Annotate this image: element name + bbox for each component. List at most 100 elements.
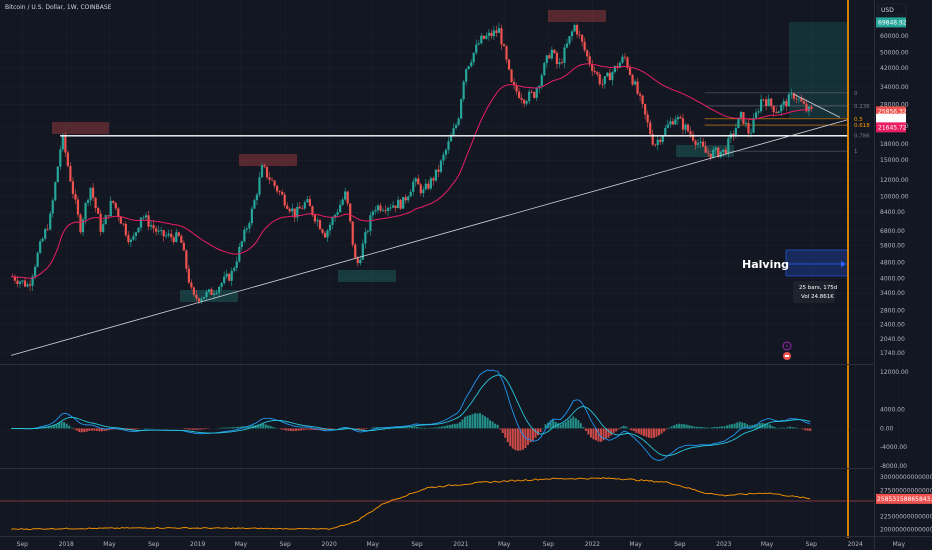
- candle-body: [475, 44, 478, 53]
- candle-body: [777, 111, 780, 114]
- macd-histogram-bar: [766, 423, 769, 429]
- candle-body: [286, 205, 289, 209]
- candle-body: [565, 43, 569, 48]
- macd-histogram-bar: [476, 413, 479, 429]
- time-axis-tick: May: [761, 541, 774, 548]
- dominance-axis-tick: 27500000000000.00: [880, 487, 932, 494]
- macd-histogram-bar: [289, 428, 292, 431]
- halving-arrow-head: [841, 261, 846, 267]
- macd-histogram-bar: [262, 423, 265, 429]
- candle-body: [611, 72, 614, 81]
- macd-histogram-bar: [552, 420, 555, 429]
- fib-level-label: 0: [854, 91, 858, 97]
- candle-body: [165, 235, 168, 237]
- candle-body: [64, 134, 67, 153]
- candle-body: [752, 118, 755, 133]
- price-axis-tick: 8400.00: [880, 209, 905, 216]
- price-tag-label: 23795.03: [878, 116, 907, 123]
- candle-body: [389, 207, 392, 209]
- fib-level-label: 0.5: [854, 117, 863, 123]
- macd-histogram-bar: [267, 425, 270, 429]
- candle-body: [734, 128, 737, 136]
- time-axis-tick: Sep: [543, 541, 555, 548]
- candle-body: [51, 200, 54, 214]
- macd-histogram-bar: [680, 424, 683, 429]
- candle-body: [770, 98, 773, 106]
- currency-label: USD: [881, 7, 894, 14]
- candle-body: [94, 197, 97, 208]
- candle-body: [792, 93, 795, 99]
- price-axis-tick: 5800.00: [880, 242, 905, 249]
- macd-histogram-bar: [322, 428, 325, 431]
- candle-body: [462, 81, 465, 100]
- macd-histogram-bar: [93, 428, 96, 431]
- price-axis-tick: 4000.00: [880, 276, 905, 283]
- candle-body: [593, 70, 596, 73]
- grid: [0, 0, 900, 536]
- macd-histogram-bar: [715, 427, 718, 429]
- candle-body: [102, 224, 105, 232]
- candle-body: [59, 149, 62, 167]
- macd-histogram-bar: [264, 424, 267, 429]
- macd-histogram-bar: [446, 425, 449, 429]
- candle-body: [260, 165, 264, 178]
- lightning-icon[interactable]: [782, 341, 792, 351]
- macd-histogram-bar: [607, 428, 610, 438]
- candle-body: [301, 208, 304, 210]
- candle-body: [457, 118, 460, 125]
- currency-button[interactable]: [877, 3, 907, 16]
- candle-body: [810, 106, 813, 109]
- macd-histogram-bar: [47, 426, 50, 429]
- candle-body: [66, 152, 69, 166]
- candle-body: [54, 182, 57, 201]
- macd-histogram-bar: [360, 428, 363, 431]
- candle-body: [374, 210, 377, 212]
- candle-body: [606, 72, 609, 77]
- macd-histogram-bar: [421, 427, 424, 429]
- fib-level-label: 0.786: [854, 133, 870, 139]
- time-axis-tick: 2021: [453, 541, 468, 548]
- symbol-title[interactable]: Bitcoin / U.S. Dollar, 1W, COINBASE: [5, 4, 112, 11]
- candle-body: [351, 221, 354, 245]
- candle-body: [465, 69, 468, 82]
- candle-body: [427, 183, 430, 189]
- candle-body: [477, 43, 480, 45]
- price-axis-tick: 12000.00: [880, 177, 909, 184]
- macd-histogram-bar: [400, 427, 403, 429]
- macd-histogram-bar: [650, 428, 653, 439]
- candle-body: [134, 232, 138, 237]
- macd-signal-line: [11, 374, 811, 457]
- candle-body: [391, 205, 395, 208]
- macd-histogram-bar: [307, 428, 310, 430]
- macd-histogram-bar: [635, 428, 638, 433]
- macd-histogram-bar: [85, 428, 88, 432]
- candle-body: [152, 225, 155, 229]
- candle-body: [243, 229, 246, 242]
- candle-body: [397, 199, 400, 209]
- candle-body: [775, 112, 778, 114]
- candle-body: [386, 207, 390, 211]
- candle-body: [780, 104, 783, 112]
- macd-histogram-bar: [511, 428, 514, 449]
- macd-histogram-bar: [809, 428, 812, 431]
- macd-histogram-bar: [204, 428, 207, 430]
- macd-histogram-bar: [748, 425, 751, 429]
- macd-histogram-bar: [295, 428, 298, 431]
- candle-body: [230, 270, 233, 281]
- candle-body: [722, 149, 725, 152]
- candle-body: [281, 192, 284, 195]
- macd-histogram-bar: [584, 428, 587, 431]
- macd-histogram-bar: [567, 419, 570, 429]
- candle-body: [429, 178, 432, 189]
- macd-histogram-bar: [237, 426, 240, 429]
- candle-body: [28, 284, 32, 286]
- candle-body: [460, 99, 463, 119]
- candle-body: [712, 149, 715, 158]
- dominance-line: [11, 477, 811, 530]
- macd-histogram-bar: [504, 428, 507, 438]
- candle-body: [603, 76, 606, 85]
- candle-body: [702, 141, 705, 147]
- macd-histogram-bar: [363, 428, 366, 430]
- macd-histogram-bar: [494, 423, 497, 429]
- macd-histogram-bar: [90, 428, 93, 431]
